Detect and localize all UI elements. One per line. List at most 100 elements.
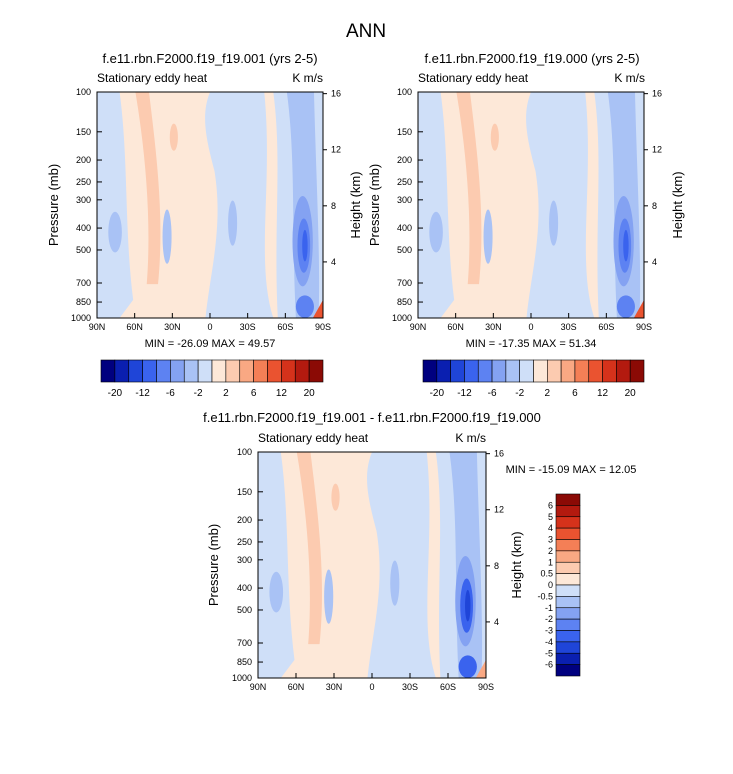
- light-blue-region: [205, 92, 274, 318]
- y-tick-label: 1000: [71, 313, 91, 323]
- x-tick-label: 30S: [240, 322, 256, 332]
- colorbar-swatch: [560, 359, 576, 383]
- colorbar-swatch: [142, 359, 157, 383]
- colorbar-swatch: [574, 359, 590, 383]
- height-tick-label: 8: [652, 201, 657, 211]
- colorbar-swatch: [555, 493, 581, 506]
- panel-3: f.e11.rbn.F2000.f19_f19.001 - f.e11.rbn.…: [203, 410, 636, 692]
- y-tick-label: 700: [397, 278, 412, 288]
- height-tick-label: 12: [652, 145, 662, 155]
- panel-2-colorbar: -20 -12 -6 -2 2 6 12 20: [422, 359, 645, 399]
- colorbar-swatch: [555, 550, 581, 563]
- colorbar-label: 5: [548, 512, 553, 522]
- y-tick-label: 300: [76, 195, 91, 205]
- y-tick-label: 100: [237, 447, 252, 457]
- salmon-band: [135, 92, 161, 285]
- y-tick-label: 850: [237, 657, 252, 667]
- y-tick-label: 700: [237, 638, 252, 648]
- colorbar-swatch: [156, 359, 171, 383]
- x-tick-label: 0: [369, 682, 374, 692]
- blue-blob: [108, 211, 122, 253]
- polar-blue-core: [458, 655, 477, 678]
- x-tick-label: 90N: [410, 322, 427, 332]
- colorbar-swatch: [533, 359, 548, 383]
- panel-2-left-string: Stationary eddy heat: [418, 71, 529, 85]
- colorbar-label: -6: [166, 388, 175, 399]
- colorbar-label: 12: [276, 388, 288, 399]
- panel-1: f.e11.rbn.F2000.f19_f19.001 (yrs 2-5) St…: [46, 51, 363, 399]
- colorbar-swatch: [555, 630, 581, 643]
- colorbar-label: 2: [548, 546, 553, 556]
- panel-3-ylabel-right: Height (km): [509, 531, 524, 598]
- panel-3-axes: 90N 60N 30N 0 30S 60S 90S 100 150 200 250 300 400 500…: [232, 447, 504, 692]
- colorbar-swatch: [128, 359, 143, 383]
- x-tick-label: 90N: [250, 682, 267, 692]
- colorbar-label: 0.5: [540, 569, 553, 579]
- y-tick-label: 100: [76, 87, 91, 97]
- colorbar-swatch: [477, 359, 493, 383]
- x-tick-label: 90N: [89, 322, 106, 332]
- colorbar-swatch: [422, 359, 438, 383]
- y-tick-label: 200: [76, 155, 91, 165]
- x-tick-label: 90S: [478, 682, 494, 692]
- light-blue-region: [97, 92, 134, 318]
- colorbar-swatch: [555, 618, 581, 631]
- colorbar-label: 12: [597, 388, 609, 399]
- colorbar-swatch: [308, 359, 324, 383]
- polar-blue-core: [623, 229, 629, 262]
- blue-blob: [228, 200, 238, 246]
- panel-2-ylabel-right: Height (km): [670, 171, 685, 238]
- x-tick-label: 60S: [277, 322, 293, 332]
- colorbar-label: 2: [223, 388, 229, 399]
- blue-blob: [324, 569, 334, 624]
- colorbar-swatch: [253, 359, 268, 383]
- y-tick-label: 400: [237, 583, 252, 593]
- light-blue-region: [526, 92, 595, 318]
- colorbar-swatch: [225, 359, 241, 383]
- panel-3-left-string: Stationary eddy heat: [258, 431, 369, 445]
- blue-blob: [549, 200, 559, 246]
- colorbar-swatch: [555, 664, 581, 677]
- panel-2-axes: 90N 60N 30N 0 30S 60S 90S 100 150 200 250 300 400 500…: [392, 87, 662, 332]
- colorbar-swatch: [555, 607, 581, 620]
- colorbar-swatch: [505, 359, 520, 383]
- panel-1-title: f.e11.rbn.F2000.f19_f19.001 (yrs 2-5): [102, 51, 317, 66]
- x-tick-label: 60N: [126, 322, 143, 332]
- colorbar-label: -6: [488, 388, 497, 399]
- panel-1-units: K m/s: [292, 71, 323, 85]
- colorbar-swatch: [555, 652, 581, 665]
- y-tick-label: 150: [76, 127, 91, 137]
- blue-blob: [483, 209, 493, 264]
- salmon-spot: [169, 123, 178, 151]
- colorbar-label: -20: [108, 388, 123, 399]
- y-tick-label: 500: [397, 245, 412, 255]
- height-tick-label: 8: [331, 201, 336, 211]
- y-tick-label: 200: [397, 155, 412, 165]
- blue-blob: [162, 209, 172, 264]
- panel-2-title: f.e11.rbn.F2000.f19_f19.000 (yrs 2-5): [424, 51, 639, 66]
- panel-2: f.e11.rbn.F2000.f19_f19.000 (yrs 2-5) St…: [367, 51, 685, 399]
- panel-3-ylabel: Pressure (mb): [206, 524, 221, 606]
- colorbar-swatch: [519, 359, 534, 383]
- y-tick-label: 400: [76, 223, 91, 233]
- x-tick-label: 30N: [164, 322, 181, 332]
- salmon-spot: [490, 123, 499, 151]
- y-tick-label: 500: [237, 605, 252, 615]
- y-tick-label: 850: [76, 297, 91, 307]
- surface-red-patch: [633, 299, 644, 318]
- surface-red-patch: [312, 299, 323, 318]
- polar-blue-core: [616, 295, 635, 319]
- colorbar-label: -12: [135, 388, 150, 399]
- panel-2-units: K m/s: [614, 71, 645, 85]
- y-tick-label: 150: [237, 487, 252, 497]
- colorbar-swatch: [183, 359, 199, 383]
- colorbar-swatch: [100, 359, 116, 383]
- colorbar-swatch: [239, 359, 254, 383]
- colorbar-swatch: [555, 516, 581, 529]
- y-tick-label: 850: [397, 297, 412, 307]
- panel-1-min-max: MIN = -26.09 MAX = 49.57: [145, 338, 276, 350]
- x-tick-label: 60S: [598, 322, 614, 332]
- y-tick-label: 700: [76, 278, 91, 288]
- blue-blob: [429, 211, 443, 253]
